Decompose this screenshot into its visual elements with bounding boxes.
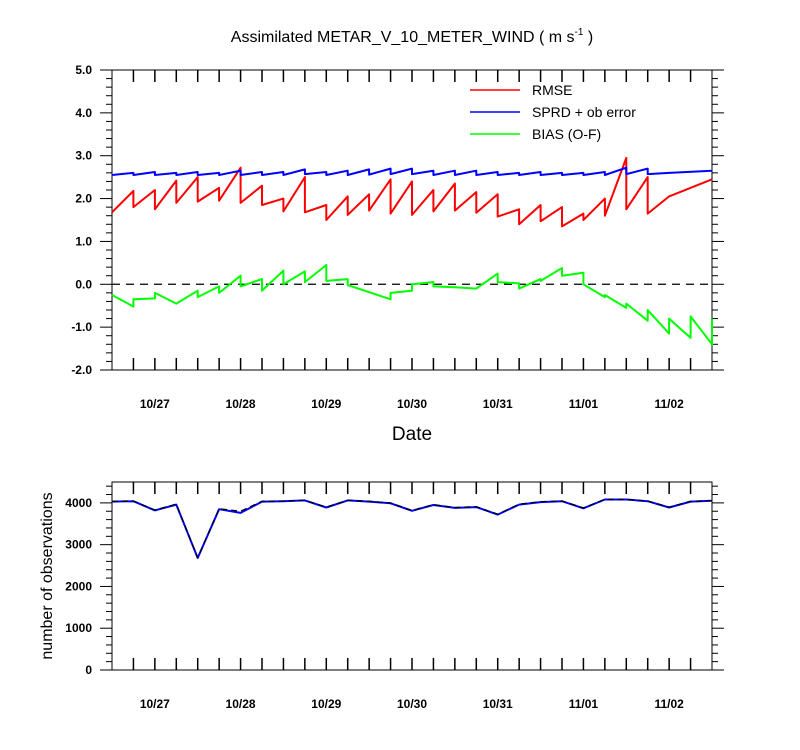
top-title-superscript: -1: [575, 27, 584, 38]
bottom-xtick-label: 11/02: [654, 697, 684, 711]
bottom-ytick-label: 1000: [65, 621, 92, 635]
top-ytick-label: 5.0: [75, 63, 92, 77]
bottom-panel: 10/27 10/28 10/29 10/30 10/31 11/01 11/02 0 1000…: [39, 481, 724, 711]
top-xtick-label: 11/02: [654, 397, 684, 411]
top-panel: 10/27 10/28 10/29 10/30 10/31 11/01 11/02 5.0 4.…: [71, 63, 724, 445]
top-xlabel: Date: [392, 424, 432, 445]
top-title: Assimilated METAR_V_10_METER_WIND ( m s-…: [231, 27, 593, 46]
top-title-close: ): [583, 29, 593, 46]
top-xtick-label: 10/29: [311, 397, 341, 411]
legend-bias-label: BIAS (O-F): [532, 126, 601, 142]
bottom-ytick-label: 4000: [65, 496, 92, 510]
top-xtick-label: 10/30: [397, 397, 427, 411]
top-ytick-label: 4.0: [75, 106, 92, 120]
top-xtick-label: 10/28: [226, 397, 256, 411]
top-series-sprd-ob-error: [111, 166, 713, 176]
top-ytick-label: -1.0: [71, 320, 92, 334]
top-title-main: Assimilated METAR_V_10_METER_WIND ( m s: [231, 29, 575, 46]
bottom-xtick-label: 10/30: [397, 697, 427, 711]
top-series: [111, 156, 713, 346]
top-ytick-label: -2.0: [71, 363, 92, 377]
bottom-ytick-label: 0: [85, 663, 92, 677]
top-ytick-label: 3.0: [75, 149, 92, 163]
top-ytick-label: 0.0: [75, 277, 92, 291]
bottom-ytick-label: 2000: [65, 579, 92, 593]
bottom-axes: 10/27 10/28 10/29 10/30 10/31 11/01 11/02 0 1000…: [65, 482, 724, 711]
legend: RMSE SPRD + ob error BIAS (O-F): [470, 82, 636, 142]
bottom-xtick-label: 10/28: [226, 697, 256, 711]
bottom-xtick-label: 11/01: [569, 697, 599, 711]
bottom-xtick-label: 10/29: [311, 697, 341, 711]
bottom-ylabel: number of observations: [39, 492, 56, 659]
bottom-series-observations-possible: [111, 498, 713, 559]
legend-rmse-label: RMSE: [532, 82, 572, 98]
bottom-series: [111, 498, 713, 559]
legend-sprd-label: SPRD + ob error: [532, 104, 636, 120]
top-ytick-label: 2.0: [75, 192, 92, 206]
bottom-xtick-label: 10/31: [483, 697, 513, 711]
bottom-ytick-label: 3000: [65, 538, 92, 552]
top-xtick-label: 10/31: [483, 397, 513, 411]
bottom-xtick-label: 10/27: [140, 697, 170, 711]
top-ytick-label: 1.0: [75, 234, 92, 248]
top-series-rmse: [111, 156, 713, 228]
top-xtick-label: 10/27: [140, 397, 170, 411]
top-xtick-label: 11/01: [569, 397, 599, 411]
top-series-bias-o-f: [111, 264, 713, 346]
